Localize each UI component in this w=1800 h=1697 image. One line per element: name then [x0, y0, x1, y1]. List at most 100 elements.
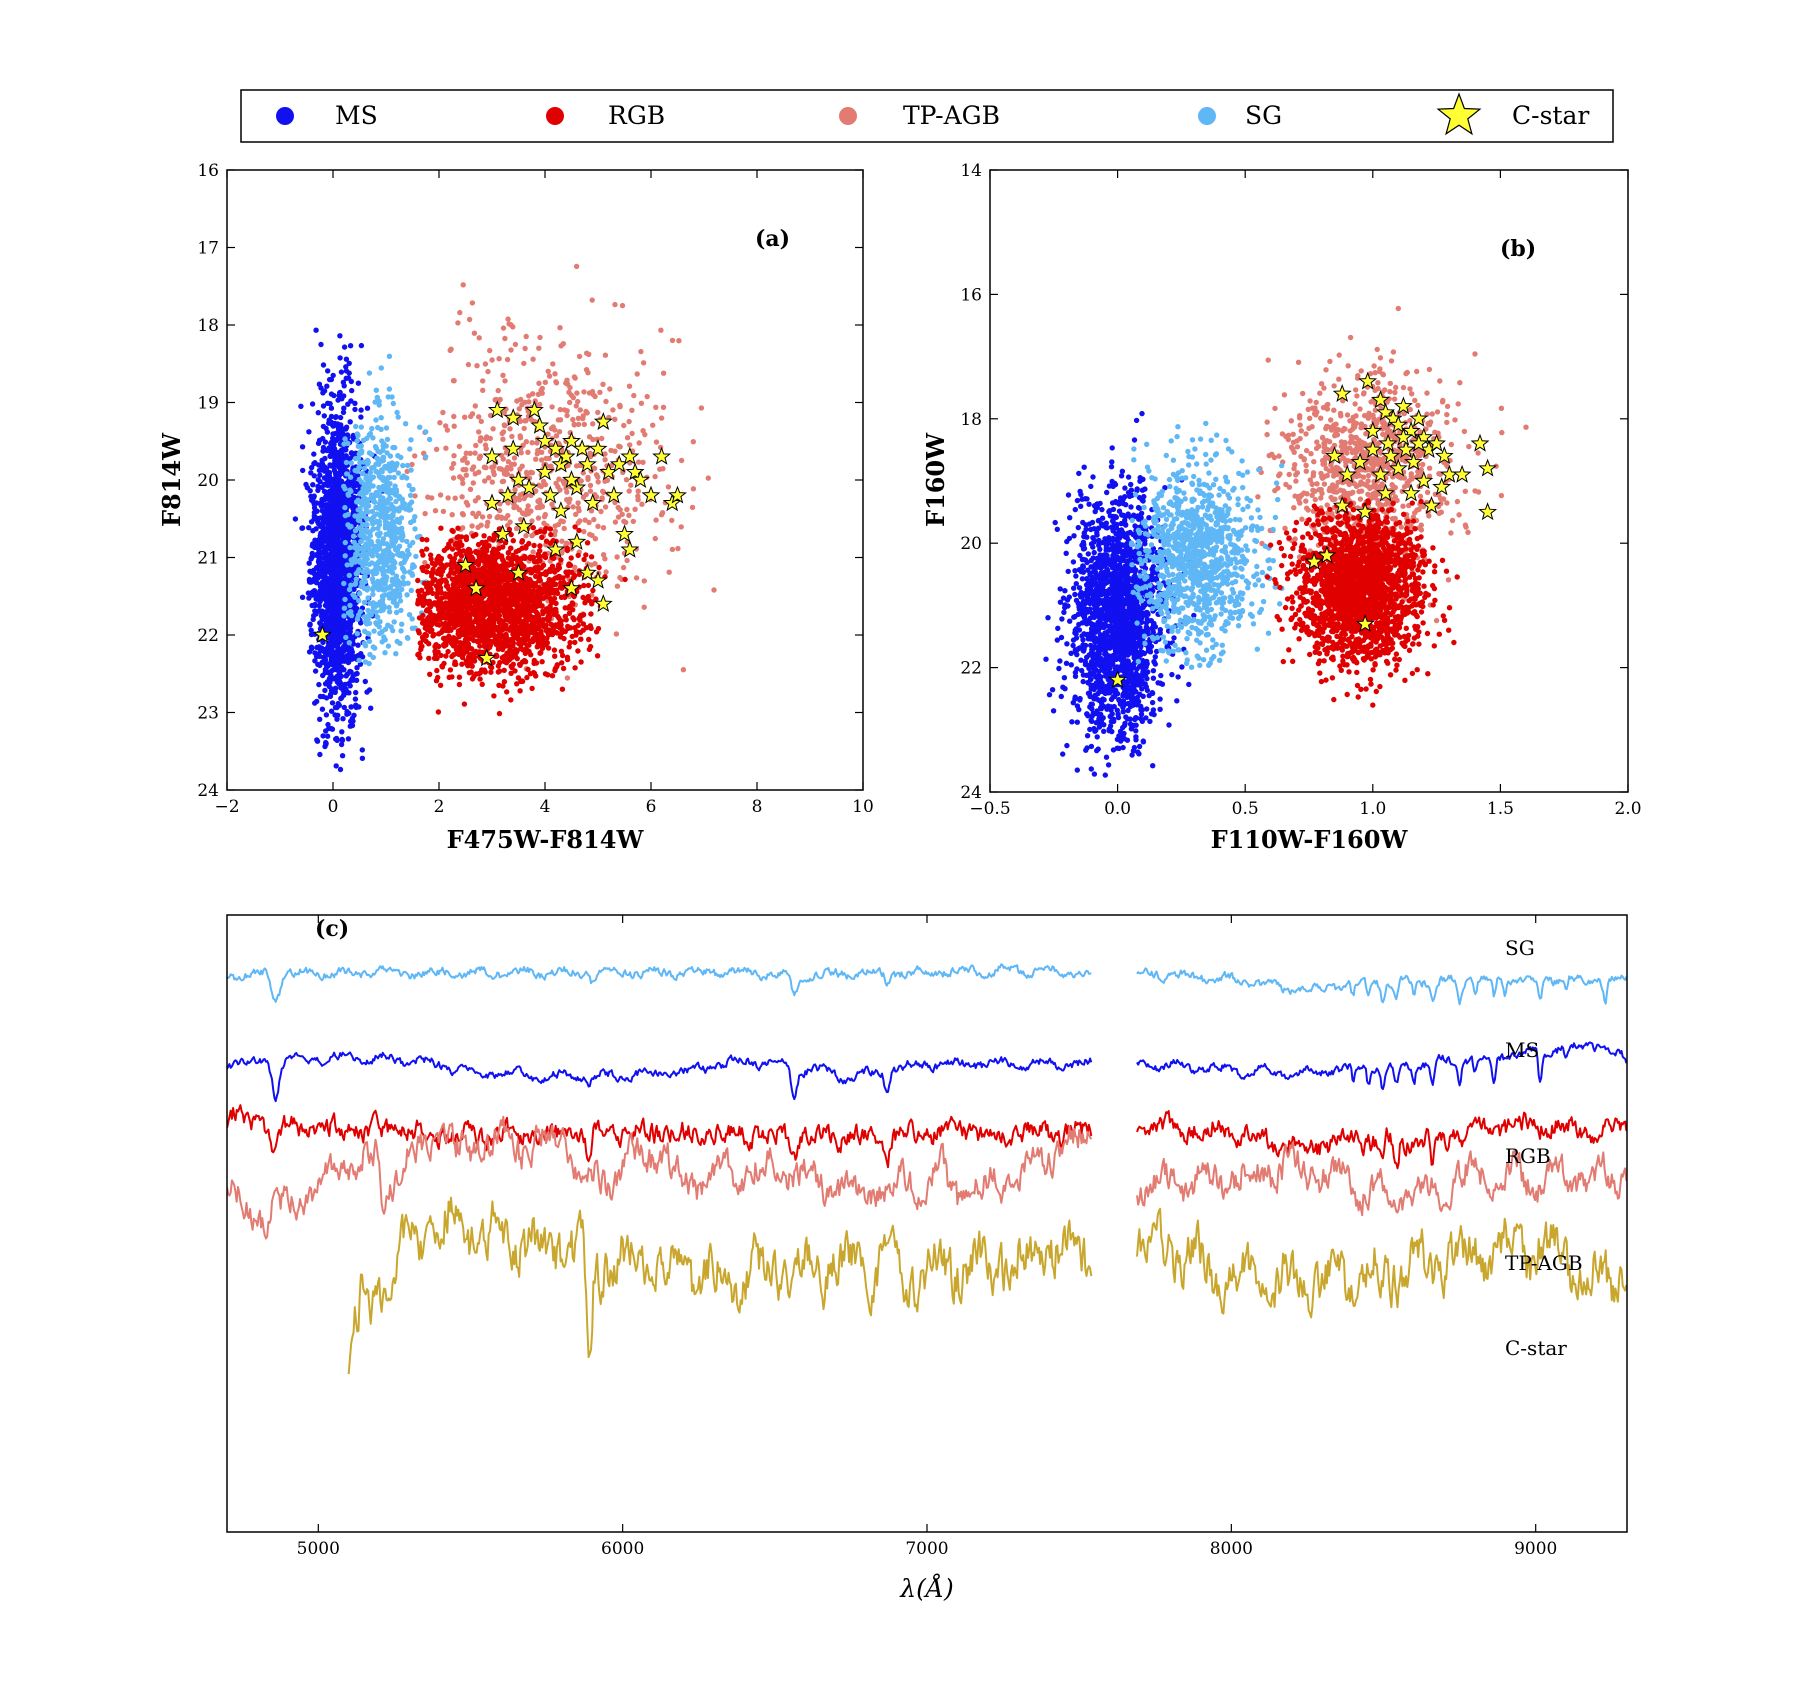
scatter-point-tp-agb: [550, 361, 556, 367]
scatter-point-rgb: [427, 609, 433, 615]
scatter-point-sg: [367, 430, 374, 437]
scatter-point-rgb: [543, 525, 549, 532]
scatter-point-sg: [347, 602, 353, 609]
scatter-point-ms: [341, 648, 347, 654]
scatter-point-tp-agb: [608, 447, 614, 454]
scatter-point-ms: [366, 687, 373, 693]
scatter-point-ms: [310, 616, 316, 623]
scatter-point-ms: [304, 485, 311, 491]
scatter-point-tp-agb: [505, 316, 511, 322]
scatter-point-ms: [306, 595, 312, 601]
scatter-point-rgb: [455, 525, 461, 531]
scatter-point-tp-agb: [486, 513, 493, 520]
scatter-point-tp-agb: [556, 476, 562, 482]
scatter-point-sg: [347, 524, 353, 530]
scatter-point-ms: [318, 502, 324, 508]
scatter-point-ms: [353, 671, 359, 677]
scatter-point-ms: [354, 665, 360, 671]
scatter-point-sg: [375, 525, 381, 532]
scatter-point-tp-agb: [443, 423, 449, 429]
scatter-point-rgb: [433, 678, 440, 684]
scatter-point-ms: [329, 667, 335, 674]
scatter-point-ms: [347, 419, 353, 425]
scatter-point-sg: [362, 643, 369, 649]
scatter-point-sg: [395, 526, 401, 532]
scatter-point-sg: [343, 459, 350, 466]
scatter-point-sg: [350, 533, 357, 539]
scatter-point-rgb: [422, 580, 428, 587]
scatter-point-ms: [345, 401, 351, 407]
scatter-point-ms: [323, 661, 329, 667]
scatter-point-tp-agb: [511, 455, 518, 461]
scatter-point-tp-agb: [517, 466, 523, 472]
scatter-point-ms: [306, 576, 313, 583]
scatter-point-ms: [307, 622, 313, 628]
scatter-point-ms: [333, 763, 339, 769]
scatter-point-tp-agb: [623, 519, 629, 526]
scatter-point-tp-agb: [641, 578, 647, 584]
scatter-point-sg: [360, 470, 366, 477]
scatter-point-tp-agb: [564, 489, 570, 495]
scatter-point-sg: [389, 394, 395, 400]
panel-a-points: [292, 263, 717, 773]
scatter-point-ms: [327, 401, 333, 407]
scatter-point-sg: [352, 467, 358, 474]
scatter-point-ms: [334, 659, 341, 665]
scatter-point-ms: [337, 355, 343, 361]
scatter-point-sg: [385, 643, 392, 649]
scatter-point-ms: [339, 737, 346, 743]
scatter-point-tp-agb: [589, 297, 595, 303]
scatter-point-sg: [405, 580, 411, 586]
scatter-point-tp-agb: [560, 518, 566, 525]
scatter-point-tp-agb: [528, 469, 534, 476]
scatter-point-tp-agb: [581, 421, 587, 428]
scatter-point-sg: [348, 488, 354, 495]
scatter-point-tp-agb: [460, 480, 466, 486]
scatter-point-rgb: [572, 524, 578, 530]
scatter-point-tp-agb: [590, 421, 596, 427]
scatter-point-tp-agb: [592, 393, 598, 400]
scatter-point-rgb: [559, 660, 565, 666]
scatter-point-tp-agb: [634, 371, 640, 377]
scatter-point-rgb: [512, 668, 518, 674]
scatter-point-tp-agb: [463, 450, 469, 456]
scatter-point-ms: [327, 418, 334, 425]
scatter-point-tp-agb: [577, 407, 583, 413]
scatter-point-ms: [331, 529, 337, 535]
scatter-point-tp-agb: [640, 459, 646, 465]
scatter-point-rgb: [530, 525, 536, 531]
scatter-point-tp-agb: [526, 393, 532, 399]
scatter-point-sg: [364, 486, 370, 493]
scatter-point-ms: [324, 383, 330, 389]
scatter-point-sg: [370, 591, 376, 598]
scatter-point-sg: [352, 581, 358, 587]
scatter-point-tp-agb: [464, 460, 470, 466]
scatter-point-tp-agb: [557, 325, 563, 331]
scatter-point-ms: [315, 487, 321, 494]
scatter-point-sg: [369, 576, 376, 582]
scatter-point-ms: [306, 429, 312, 435]
scatter-point-tp-agb: [653, 439, 660, 445]
scatter-point-rgb: [517, 688, 523, 694]
scatter-point-tp-agb: [496, 356, 502, 362]
scatter-point-ms: [329, 700, 336, 706]
scatter-point-tp-agb: [482, 442, 489, 448]
scatter-point-sg: [392, 539, 398, 545]
scatter-point-ms: [341, 344, 348, 350]
scatter-point-sg: [375, 424, 381, 431]
scatter-point-sg: [402, 421, 409, 427]
scatter-point-sg: [426, 436, 433, 443]
scatter-point-ms: [325, 368, 331, 374]
scatter-point-tp-agb: [581, 389, 587, 395]
scatter-point-ms: [314, 552, 320, 559]
scatter-point-sg: [395, 414, 401, 420]
scatter-point-tp-agb: [600, 525, 607, 531]
scatter-point-tp-agb: [493, 396, 499, 403]
scatter-point-ms: [337, 564, 343, 570]
scatter-point-tp-agb: [508, 347, 514, 353]
scatter-point-tp-agb: [612, 301, 618, 308]
scatter-point-tp-agb: [613, 631, 620, 637]
scatter-point-ms: [316, 521, 322, 527]
scatter-point-rgb: [526, 540, 532, 547]
